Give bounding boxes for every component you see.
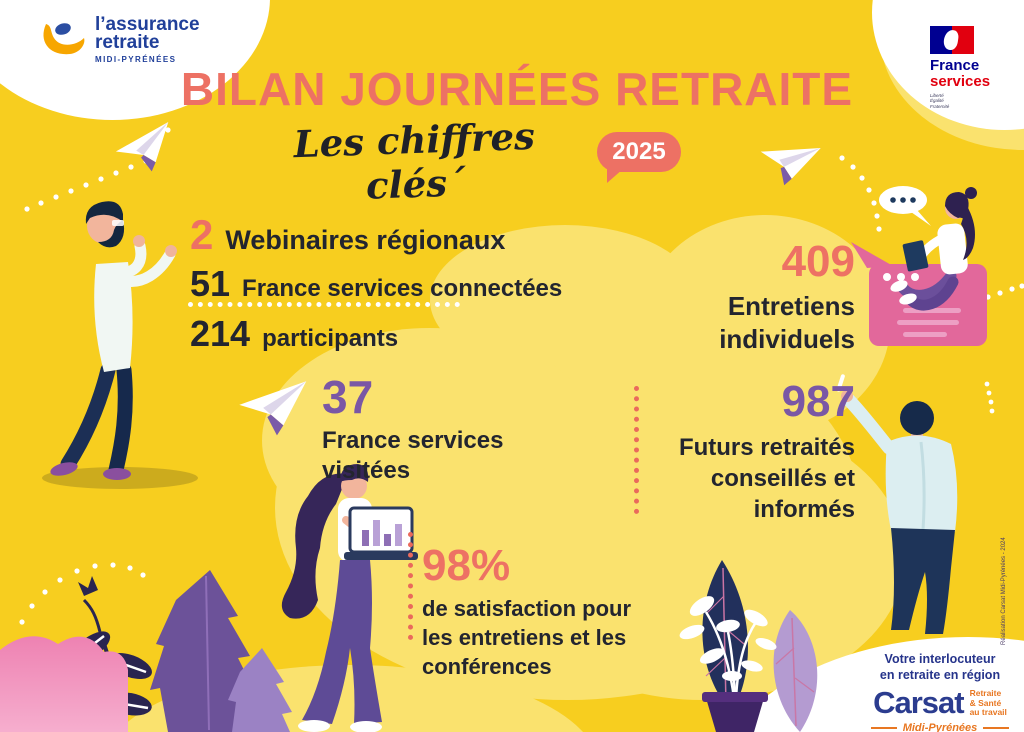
stat-entretiens-value: 409 [781,237,855,286]
stat-satisfaction: 98% de satisfaction pour les entretiens … [422,544,637,681]
assurance-retraite-icon [43,23,85,55]
stat-participants-value: 214 [190,313,251,354]
stat-participants: 214 participants [190,316,398,354]
stat-webinaires: 2 Webinaires régionaux [190,214,505,258]
dotted-trail-icon [19,562,146,625]
stat-futurs-label: Futurs retraités conseillés et informés [678,434,855,523]
stat-participants-label: participants [262,325,399,352]
france-services-motto: Liberté Égalité Fraternité [930,92,950,110]
carsat-descriptor: Retraite & Santé au travail [969,688,1007,717]
france-services-logo: France services Liberté Égalité Fraterni… [930,26,1014,110]
assurance-retraite-name: l’assurance retraite [95,14,200,54]
carsat-region-name: Midi-Pyrénées [902,722,978,732]
stat-futurs: 987 Futurs retraités conseillés et infor… [640,380,855,525]
paper-plane-icon [760,148,821,186]
page-subtitle: Les chiffres clés´ [292,113,536,208]
dotted-trail-icon [984,381,995,414]
carsat-logo: Votre interlocuteur en retraite en régio… [852,652,1024,732]
carsat-name: Carsat [873,685,964,721]
stat-webinaires-value: 2 [190,211,214,258]
stat-webinaires-label: Webinaires régionaux [225,225,506,255]
stat-connectees-label: France services connectées [242,275,563,302]
carsat-tagline: Votre interlocuteur en retraite en régio… [879,652,1001,682]
stat-connectees: 51 France services connectées [190,266,562,304]
assurance-retraite-logo: l’assurance retraite MIDI-PYRÉNÉES [36,14,200,65]
stat-entretiens-label: Entretiens individuels [719,291,855,354]
speech-bubble-icon [879,186,931,226]
stat-entretiens: 409 Entretiens individuels [617,240,855,355]
assurance-retraite-region: MIDI-PYRÉNÉES [95,55,177,65]
stat-visitees: 37 France services visitées [322,374,582,486]
france-services-name2: services [930,72,991,90]
carsat-region: Midi-Pyrénées [852,722,1024,732]
dotted-separator [188,302,460,307]
year-badge: 2025 [597,132,681,183]
france-services-name: France [930,57,980,74]
stat-satisfaction-label: de satisfaction pour les entretiens et l… [422,596,632,679]
page-title: BILAN JOURNÉES RETRAITE [180,63,854,115]
dotted-trail-icon [24,127,171,212]
paper-plane-icon [115,121,169,172]
stat-visitees-value: 37 [322,371,374,423]
man-presenting-illustration [42,201,198,489]
stat-connectees-value: 51 [190,263,231,304]
credit-text: Réalisation Carsat Midi-Pyrénées - 2024 [1001,537,1007,645]
coral-dotted-line [408,532,413,640]
coral-dotted-line [634,386,639,514]
stat-visitees-label: France services visitées [322,427,504,484]
stat-futurs-value: 987 [781,377,855,426]
stat-satisfaction-value: 98% [422,541,511,590]
france-services-flag-icon [930,26,974,54]
